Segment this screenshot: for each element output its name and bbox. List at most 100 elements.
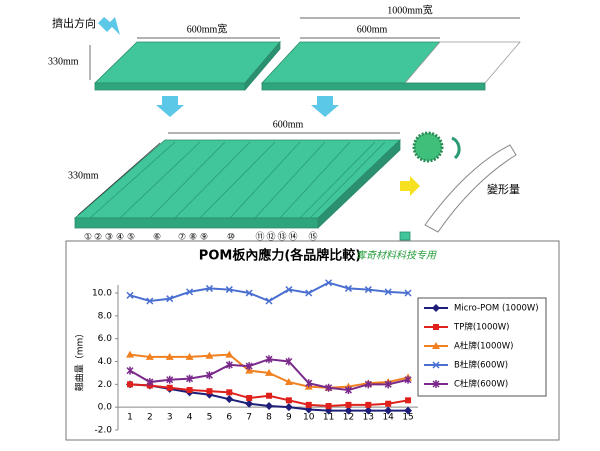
marker (185, 352, 194, 360)
x-tick-label: 2 (147, 413, 153, 423)
marker (146, 378, 154, 387)
x-tick-label: 8 (266, 413, 272, 423)
rotation (451, 136, 461, 160)
marker (205, 371, 213, 380)
x-tick-label: 12 (343, 413, 354, 423)
segment-number: ① (84, 233, 92, 243)
marker (365, 401, 372, 408)
label: 擠出方向 (52, 16, 96, 30)
y-tick-label: 0.0 (98, 403, 113, 413)
marker (364, 286, 372, 294)
y-tick-label: 2.0 (98, 380, 113, 390)
marker (432, 361, 440, 369)
marker (325, 279, 333, 287)
chart-subtitle: 奪奇材料科技专用 (356, 250, 437, 262)
marker (384, 380, 392, 389)
segment-number: ⑨ (200, 233, 208, 243)
label: 變形量 (487, 182, 520, 196)
chart-title: POM板內應力(各品牌比較) (199, 248, 361, 264)
marker (126, 350, 134, 358)
x-tick-label: 6 (226, 413, 232, 423)
segment-number: ⑩ (227, 233, 235, 243)
marker (405, 397, 412, 404)
marker (205, 351, 214, 359)
marker (285, 357, 293, 366)
marker (285, 397, 292, 404)
label: 330mm (68, 170, 99, 181)
legend-label: C杜牌(600W) (454, 379, 508, 390)
x-tick-label: 14 (382, 413, 394, 423)
board-side (317, 139, 401, 229)
label: 600mm (357, 24, 388, 35)
marker (384, 288, 392, 296)
marker (404, 289, 412, 297)
saw (412, 131, 444, 163)
bent-strip (424, 144, 517, 233)
down-arrow (156, 96, 184, 117)
marker (344, 284, 352, 292)
marker (245, 399, 254, 408)
board-edge (261, 82, 486, 91)
x-tick-label: 4 (187, 413, 193, 423)
marker (245, 289, 253, 297)
marker (265, 355, 273, 364)
marker (344, 386, 352, 395)
x-tick-label: 9 (286, 413, 292, 423)
board-edge (94, 82, 246, 91)
marker (404, 375, 412, 384)
board-side (244, 40, 281, 92)
board-edge (74, 217, 319, 229)
legend-label: A杜牌(1000W) (454, 341, 513, 352)
marker (245, 362, 253, 371)
marker (265, 368, 274, 376)
marker (245, 366, 254, 374)
legend-label: Micro-POM (1000W) (454, 304, 539, 314)
marker (127, 381, 133, 388)
down-arrow (311, 96, 339, 117)
segment-number: ⑫ (266, 232, 275, 243)
y-tick-label: 8.0 (98, 311, 113, 321)
direction-arrow (98, 17, 120, 35)
segment-number: ④ (116, 233, 124, 243)
marker (432, 304, 440, 312)
board (73, 139, 402, 219)
diagram (73, 40, 521, 241)
marker (364, 380, 372, 389)
label: 330mm (48, 56, 79, 67)
segment-number: ⑮ (308, 232, 317, 243)
segment-number: ⑥ (153, 233, 161, 243)
label: 600mm宽 (187, 22, 228, 35)
marker (384, 406, 393, 415)
segment-number: ⑦ (178, 233, 186, 243)
segment-number: ⑭ (288, 232, 297, 243)
marker (265, 297, 273, 305)
strip-end (399, 231, 411, 241)
marker (225, 360, 233, 369)
marker (126, 366, 134, 375)
x-tick-label: 13 (363, 413, 374, 423)
label: 1000mm宽 (387, 3, 433, 16)
x-tick-label: 7 (246, 413, 252, 423)
marker (225, 286, 233, 294)
marker (225, 350, 234, 358)
marker (433, 324, 439, 330)
marker (404, 406, 413, 415)
marker (305, 401, 312, 408)
marker (284, 378, 293, 386)
segment-number: ③ (105, 233, 113, 243)
x-tick-label: 3 (167, 413, 173, 423)
y-tick-label: 6.0 (98, 334, 113, 344)
marker (432, 342, 440, 349)
marker (186, 288, 194, 296)
marker (186, 374, 194, 383)
marker (325, 403, 332, 410)
segment-number: ② (94, 233, 102, 243)
segment-number: ⑬ (277, 232, 286, 243)
marker (166, 375, 174, 384)
marker (325, 383, 333, 392)
marker (385, 400, 392, 407)
marker (146, 297, 154, 305)
dimensions (77, 17, 520, 216)
